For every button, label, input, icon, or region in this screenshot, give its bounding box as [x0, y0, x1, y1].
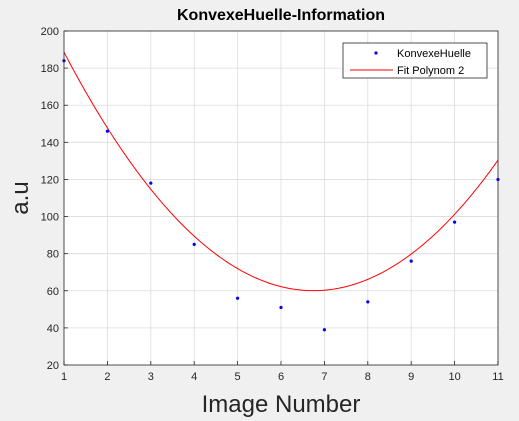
- x-tick-label: 7: [321, 371, 327, 383]
- chart-title: KonvexeHuelle-Information: [177, 7, 385, 24]
- scatter-points: [62, 59, 500, 332]
- legend: KonvexeHuelle Fit Polynom 2: [342, 42, 488, 79]
- y-tick-label: 180: [41, 63, 59, 75]
- y-tick-label: 200: [41, 26, 59, 38]
- y-tick-label: 120: [41, 174, 59, 186]
- x-axis-ticks: 1 2 3 4 5 6 7 8 9 10 11: [61, 361, 504, 383]
- y-axis-ticks: 20 40 60 80 100 120 140 160 180 200: [41, 26, 68, 372]
- data-point: [279, 305, 283, 310]
- x-tick-label: 3: [148, 371, 154, 383]
- legend-box: [342, 42, 488, 79]
- data-point: [236, 296, 240, 300]
- fit-line: [63, 51, 499, 292]
- x-tick-label: 1: [61, 371, 67, 383]
- x-tick-label: 11: [492, 371, 503, 383]
- fit-line-group: [63, 51, 499, 292]
- x-tick-label: 4: [191, 371, 197, 383]
- data-point: [409, 259, 413, 263]
- x-tick-label: 6: [278, 371, 284, 383]
- data-point: [192, 242, 196, 246]
- x-tick-label: 10: [448, 371, 460, 383]
- data-point: [105, 129, 109, 133]
- y-tick-label: 40: [47, 323, 59, 335]
- y-tick-label: 140: [41, 137, 59, 149]
- y-tick-label: 100: [41, 212, 59, 224]
- x-tick-label: 5: [235, 371, 241, 383]
- legend-label-konvexehuelle: KonvexeHuelle: [397, 48, 471, 60]
- legend-label-fit: Fit Polynom 2: [397, 65, 464, 77]
- x-tick-label: 9: [408, 371, 414, 383]
- x-axis-label: Image Number: [202, 391, 361, 418]
- data-point: [366, 300, 370, 304]
- data-point: [453, 220, 457, 224]
- y-tick-label: 20: [47, 360, 59, 372]
- y-tick-label: 60: [47, 286, 59, 298]
- x-tick-label: 8: [365, 371, 371, 383]
- x-tick-label: 2: [104, 371, 110, 383]
- y-axis-label: a.u: [7, 181, 34, 214]
- data-point: [322, 328, 326, 332]
- legend-marker-konvexehuelle: [374, 51, 378, 55]
- y-tick-label: 80: [47, 249, 59, 261]
- data-point: [149, 181, 153, 185]
- y-tick-label: 160: [41, 100, 59, 112]
